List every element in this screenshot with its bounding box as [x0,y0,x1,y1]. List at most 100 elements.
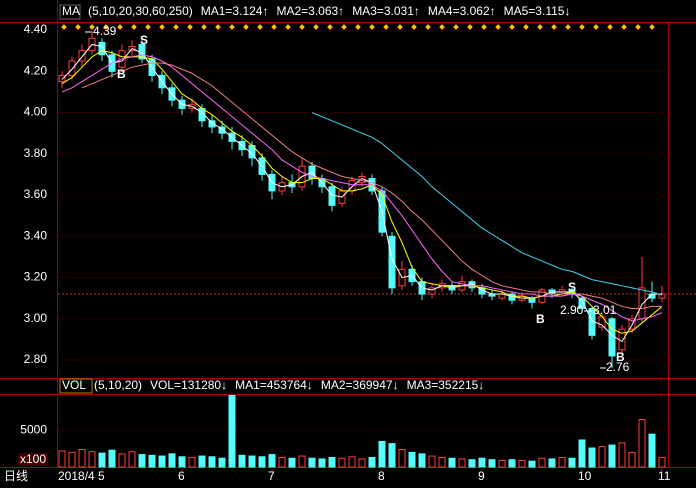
signal-marker [649,24,655,30]
volume-bar [568,457,576,468]
volume-bar [138,454,146,468]
y-tick-label: 3.40 [24,228,48,242]
legend-label: VOL=131280↓ [150,378,227,392]
x-tick-label: 10 [578,469,592,483]
indicator-box[interactable] [59,4,81,20]
volume-bar [268,454,276,468]
legend-label: MA3=3.031↑ [352,4,420,18]
volume-bar [588,447,596,468]
signal-marker [299,24,305,30]
x-tick-label: 2018/4 [58,469,95,483]
signal-marker [285,24,291,30]
annotation: B [536,312,545,326]
legend-label: MA4=3.062↑ [428,4,496,18]
legend-label: (5,10,20,30,60,250) [88,4,193,18]
signal-marker [495,24,501,30]
indicator-box[interactable] [59,378,93,394]
signal-marker [173,24,179,30]
candle-body [208,120,216,128]
legend-label: MA1=3.124↑ [201,4,269,18]
signal-marker [229,24,235,30]
signal-marker [355,24,361,30]
candle-body [58,74,66,83]
annotation: 2.76 [606,360,630,374]
volume-bar [648,433,656,468]
legend-label: MA1=453764↓ [235,378,313,392]
candle-body [98,41,106,56]
volume-bar [308,457,316,468]
volume-bar [578,439,586,468]
volume-bar [338,457,346,468]
signal-marker [397,24,403,30]
signal-marker [411,24,417,30]
x-tick-label: 11 [658,469,671,483]
legend-label: MA2=369947↓ [321,378,399,392]
signal-marker [61,24,67,30]
signal-marker [131,24,137,30]
signal-marker [243,24,249,30]
signal-marker [635,24,641,30]
signal-marker [201,24,207,30]
candle-body [638,287,646,320]
period-label[interactable]: 日线 [4,469,28,483]
annotation: S [568,280,576,294]
volume-bar [228,394,236,468]
signal-marker [523,24,529,30]
signal-marker [369,24,375,30]
volume-bar [118,453,126,468]
x-tick-label: 7 [268,469,275,483]
volume-bar [248,455,256,468]
unit-label: x100 [20,452,46,466]
annotation: B [117,67,126,81]
y-tick-label: 5000 [20,423,47,437]
volume-bar [88,451,96,468]
signal-marker [117,24,123,30]
volume-bar [188,457,196,468]
volume-bar [108,449,116,468]
ma-line [81,62,662,309]
signal-marker [565,24,571,30]
annotation: 4.39 [93,24,117,38]
candle-body [78,50,86,62]
volume-bar [208,456,216,468]
annotation: 3.01 [593,303,617,317]
ma-line [61,43,662,343]
volume-bar [318,458,326,468]
volume-bar [658,456,666,468]
volume-bar [288,457,296,468]
volume-bar [468,459,476,468]
x-tick-label: 8 [378,469,385,483]
legend-label: MA5=3.115↓ [504,4,571,18]
signal-marker [453,24,459,30]
legend-label: (5,10,20) [94,378,142,392]
volume-bar [538,457,546,468]
signal-marker [215,24,221,30]
x-tick-label: 6 [178,469,185,483]
signal-marker [425,24,431,30]
signal-marker [75,24,81,30]
y-tick-label: 3.80 [24,146,48,160]
volume-bar [598,446,606,468]
y-tick-label: 4.00 [24,105,48,119]
signal-marker [481,24,487,30]
frame [0,0,696,468]
volume-bar [438,457,446,468]
candle-body [328,186,336,206]
volume-bar [498,459,506,468]
volume-bar [58,450,66,468]
volume-bar [548,458,556,468]
signal-marker [579,24,585,30]
y-tick-label: 3.60 [24,187,48,201]
signal-marker [621,24,627,30]
volume-bar [278,457,286,468]
volume-bar [488,459,496,468]
volume-bar [478,457,486,468]
x-tick-label: 5 [98,469,105,483]
volume-bar [508,459,516,468]
volume-bar [518,459,526,468]
legend-label: MA2=3.063↑ [276,4,344,18]
volume-bar [418,453,426,468]
